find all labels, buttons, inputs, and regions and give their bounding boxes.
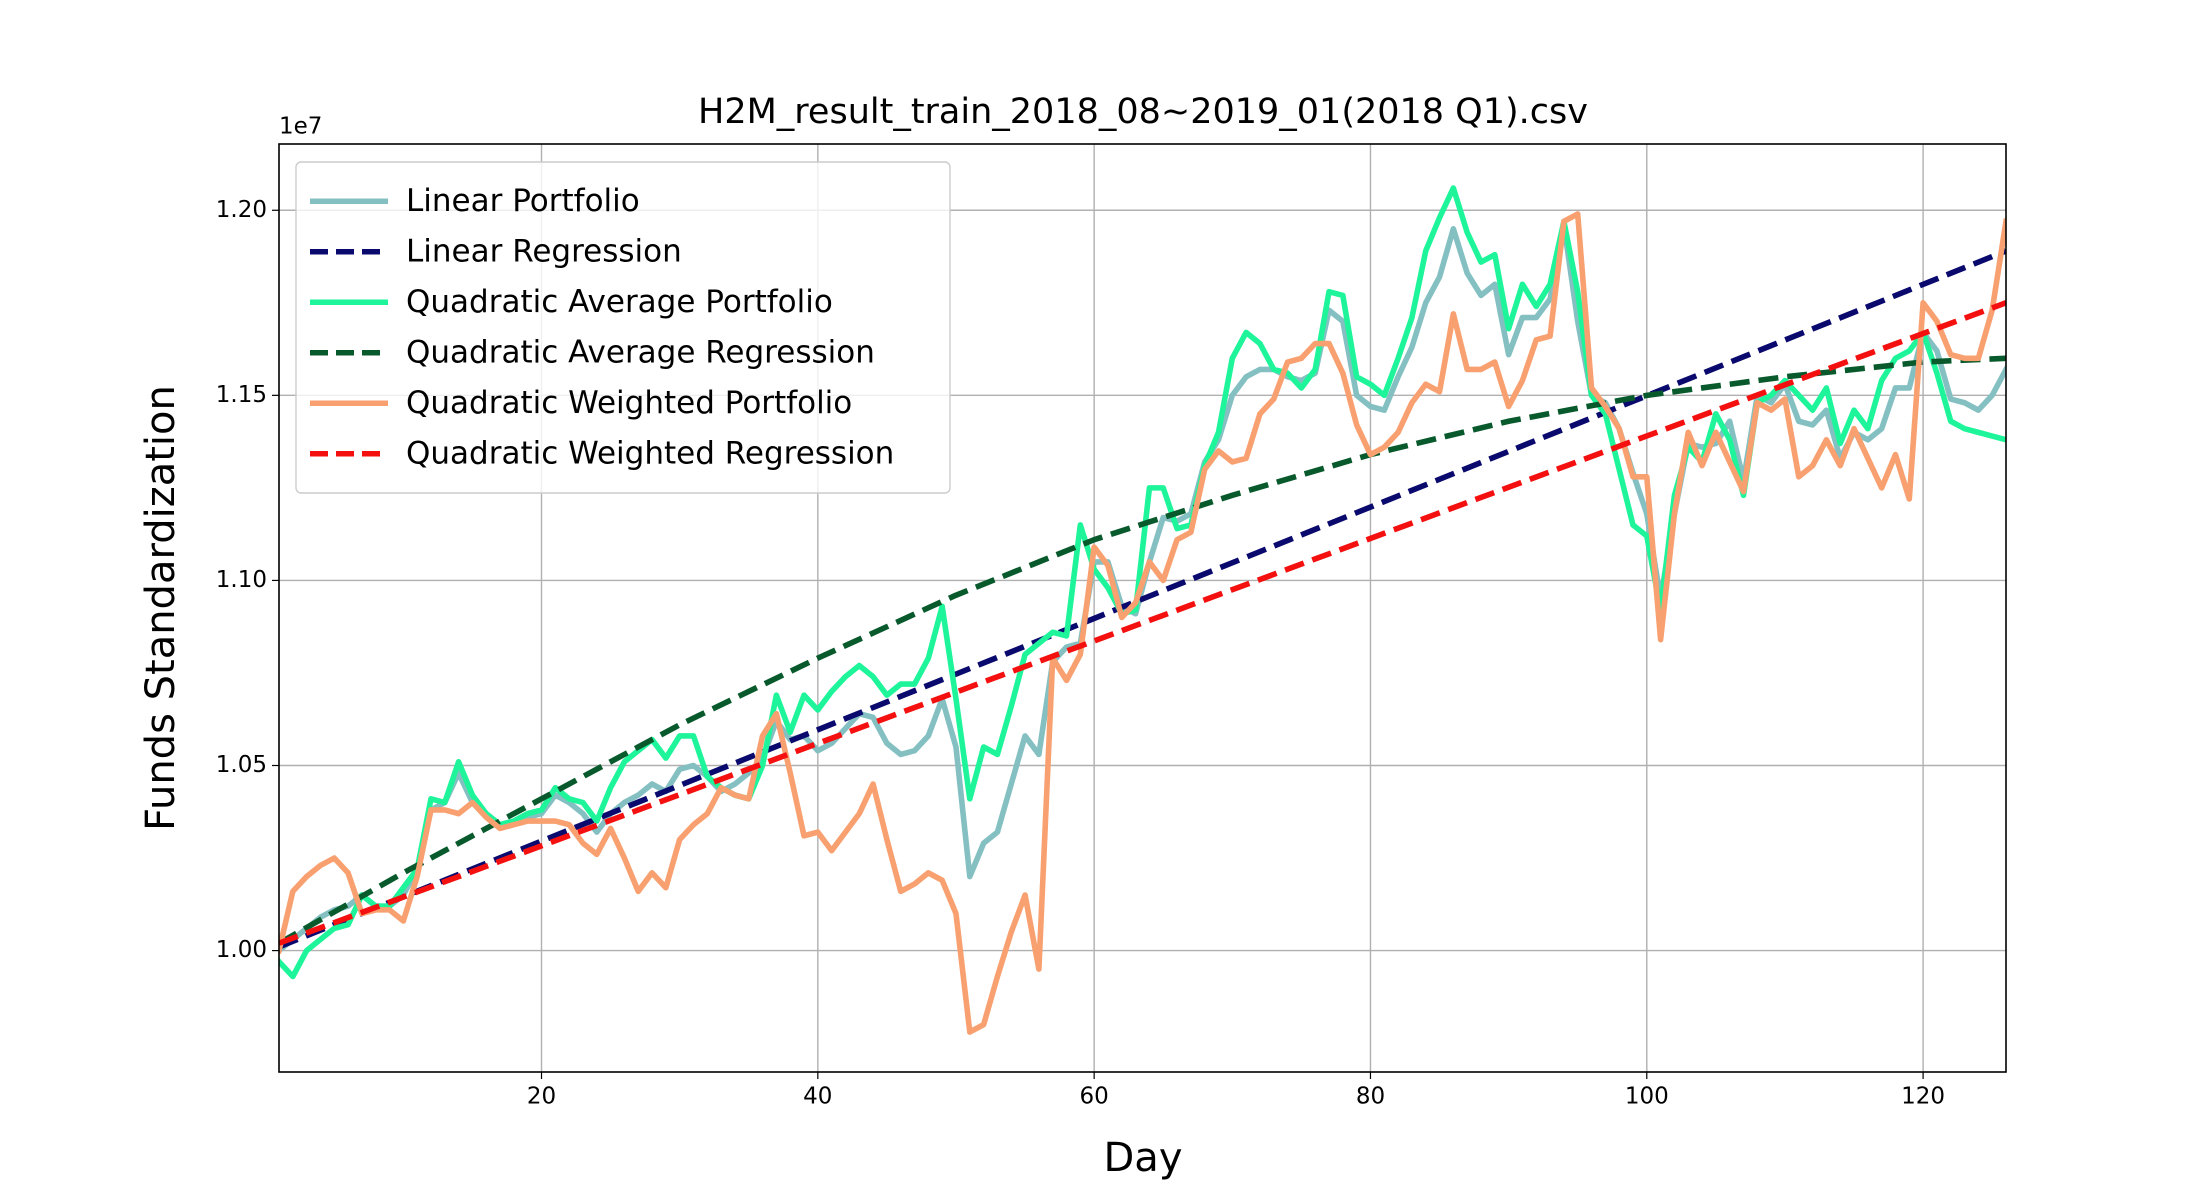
legend-label: Quadratic Average Portfolio	[406, 284, 833, 320]
x-tick-label: 40	[803, 1084, 832, 1110]
x-tick-label: 60	[1080, 1084, 1109, 1110]
legend: Linear Portfolio Linear Regression Quadrat…	[295, 161, 951, 494]
series-line	[279, 300, 2006, 946]
plot-lines	[279, 185, 2006, 1035]
series-line	[279, 248, 2006, 950]
series-line	[279, 355, 2006, 946]
x-tick-label: 100	[1625, 1084, 1669, 1110]
y-axis-label: Funds Standardization	[138, 385, 184, 831]
y-tick-label: 1.05	[216, 752, 267, 778]
y-tick-label: 1.15	[216, 382, 267, 408]
y-tick-label: 1.20	[216, 197, 267, 223]
series-line	[279, 211, 2006, 1035]
legend-box	[295, 161, 951, 494]
x-tick-label: 80	[1356, 1084, 1385, 1110]
y-tick-label: 1.00	[216, 937, 267, 963]
legend-label: Quadratic Weighted Portfolio	[406, 385, 852, 421]
legend-label: Quadratic Average Regression	[406, 334, 875, 370]
offset-text: 1e7	[279, 114, 322, 140]
ticks: 20 40 60 80 100 120 1.00 1.05 1.10 1.15 1.20	[216, 197, 1945, 1110]
legend-label: Linear Portfolio	[406, 183, 640, 219]
x-axis-label: Day	[1104, 1135, 1183, 1181]
x-tick-label: 20	[527, 1084, 556, 1110]
series-line	[279, 185, 2006, 980]
chart-title: H2M_result_train_2018_08~2019_01(2018 Q1…	[698, 92, 1588, 132]
legend-label: Linear Regression	[406, 233, 682, 269]
x-tick-label: 120	[1901, 1084, 1945, 1110]
y-tick-label: 1.10	[216, 567, 267, 593]
legend-label: Quadratic Weighted Regression	[406, 435, 894, 471]
plot-frame	[278, 143, 2007, 1073]
